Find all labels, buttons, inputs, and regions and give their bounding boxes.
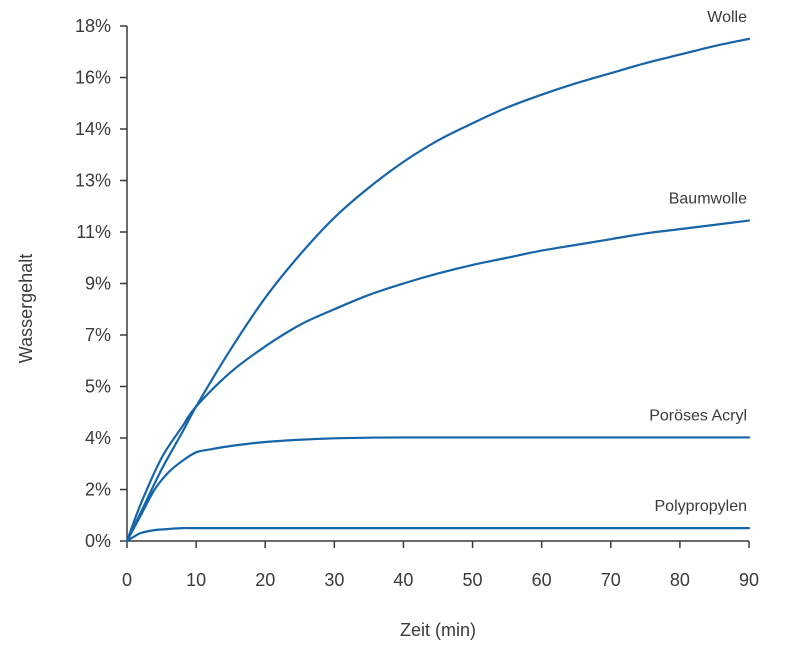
- series-lines: [125, 37, 751, 543]
- series-line-wolle: [125, 37, 751, 543]
- y-axis-title: Wassergehalt: [16, 254, 36, 363]
- x-tick-label: 0: [122, 570, 132, 590]
- series-line-polypropylen: [125, 526, 751, 543]
- series-labels: Wolle Baumwolle Poröses Acryl Polypropylen: [649, 9, 747, 515]
- y-tick-label: 18%: [75, 16, 111, 36]
- y-tick-label: 16%: [75, 68, 111, 88]
- series-line-baumwolle: [125, 219, 751, 543]
- x-tick-label: 80: [670, 570, 690, 590]
- series-label-por-ses-acryl: Poröses Acryl: [649, 407, 747, 424]
- x-axis-ticks: 0 10 20 30 40 50 60 70 80 90: [122, 541, 759, 590]
- series-label-baumwolle: Baumwolle: [669, 191, 747, 208]
- y-tick-label: 11%: [76, 222, 111, 242]
- series-label-wolle: Wolle: [707, 9, 747, 26]
- x-tick-label: 90: [739, 570, 759, 590]
- y-tick-label: 9%: [85, 274, 111, 294]
- x-tick-label: 40: [393, 570, 413, 590]
- series-label-polypropylen: Polypropylen: [655, 498, 748, 515]
- x-axis-title: Zeit (min): [400, 620, 476, 640]
- x-tick-label: 20: [255, 570, 275, 590]
- x-tick-label: 30: [324, 570, 344, 590]
- x-tick-label: 50: [463, 570, 483, 590]
- y-tick-label: 4%: [85, 428, 111, 448]
- y-tick-label: 14%: [75, 119, 111, 139]
- x-tick-label: 60: [532, 570, 552, 590]
- y-tick-label: 5%: [85, 377, 111, 397]
- y-tick-label: 2%: [85, 480, 111, 500]
- y-axis-ticks: 0% 2% 4% 5% 7% 9% 11% 13% 14% 16% 18%: [75, 16, 127, 551]
- y-tick-label: 0%: [85, 531, 111, 551]
- x-tick-label: 10: [186, 570, 206, 590]
- series-line-por-ses-acryl: [125, 436, 751, 543]
- x-tick-label: 70: [601, 570, 621, 590]
- y-tick-label: 7%: [85, 325, 111, 345]
- y-tick-label: 13%: [75, 171, 111, 191]
